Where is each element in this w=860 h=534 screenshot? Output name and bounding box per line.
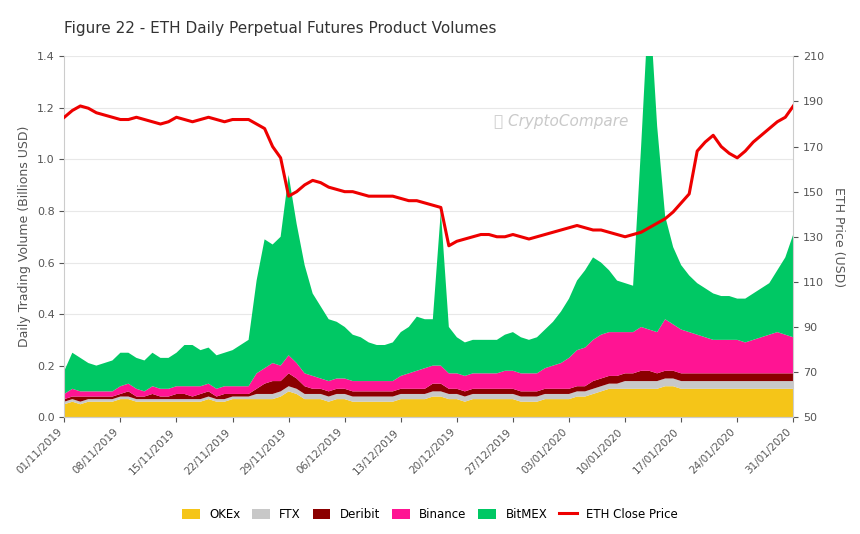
- Text: ⓘ CryptoCompare: ⓘ CryptoCompare: [494, 114, 629, 129]
- ETH Close Price: [788, 103, 798, 109]
- ETH Close Price: [652, 220, 662, 226]
- Text: Figure 22 - ETH Daily Perpetual Futures Product Volumes: Figure 22 - ETH Daily Perpetual Futures …: [64, 21, 497, 36]
- ETH Close Price: [612, 231, 623, 238]
- ETH Close Price: [75, 103, 85, 109]
- ETH Close Price: [59, 114, 70, 121]
- ETH Close Price: [684, 191, 694, 197]
- ETH Close Price: [444, 242, 454, 249]
- Y-axis label: ETH Price (USD): ETH Price (USD): [832, 187, 845, 287]
- Legend: OKEx, FTX, Deribit, Binance, BitMEX, ETH Close Price: OKEx, FTX, Deribit, Binance, BitMEX, ETH…: [177, 503, 683, 525]
- Line: ETH Close Price: ETH Close Price: [64, 106, 793, 246]
- ETH Close Price: [507, 231, 518, 238]
- ETH Close Price: [644, 224, 654, 231]
- Y-axis label: Daily Trading Volume (Billions USD): Daily Trading Volume (Billions USD): [18, 126, 31, 348]
- ETH Close Price: [660, 216, 670, 222]
